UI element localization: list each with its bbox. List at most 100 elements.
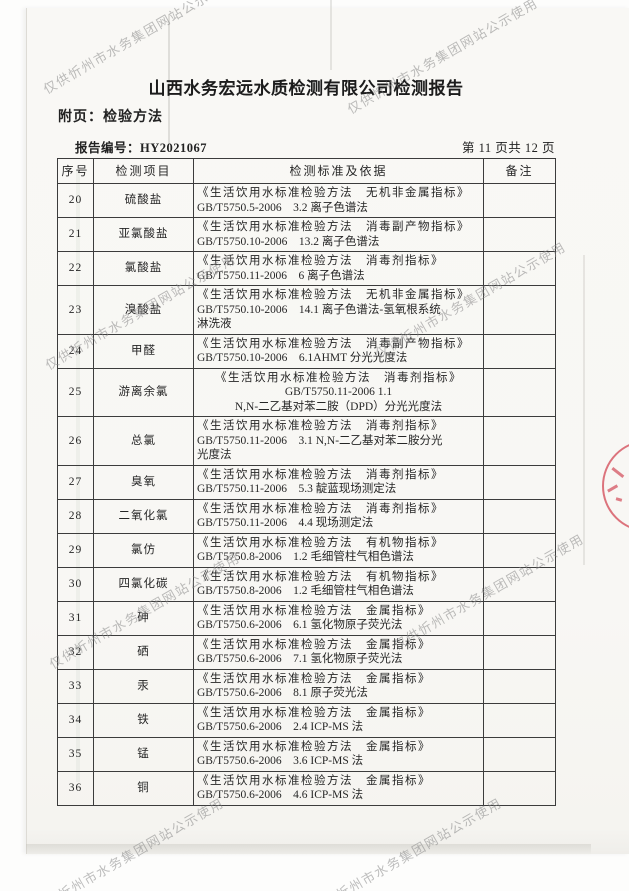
cell-index: 26 [57,416,94,466]
cell-note [483,770,556,806]
cell-index: 23 [57,285,94,335]
cell-item: 铁 [93,702,194,738]
cell-index: 28 [57,498,94,534]
cell-item: 汞 [93,668,194,704]
table-header-row: 序号 检测项目 检测标准及依据 备注 [57,158,556,184]
header-cell-item: 检测项目 [93,158,194,184]
table-row: 34 铁《生活饮用水标准检验方法 金属指标》 GB/T5750.6-2006 2.… [57,702,556,738]
cell-standard: 《生活饮用水标准检验方法 消毒副产物指标》 GB/T5750.10-2006 6… [193,333,484,369]
cell-item: 硫酸盐 [93,183,194,218]
cell-index: 24 [57,333,94,369]
table-row: 23 溴酸盐 《生活饮用水标准检验方法 无机非金属指标》 GB/T5750.10-2… [57,285,556,335]
cell-item: 砷 [93,600,194,636]
cell-index: 36 [57,770,94,806]
cell-note [483,566,556,602]
cell-item: 氯酸盐 [93,251,194,286]
cell-note [483,416,556,466]
cell-note [483,668,556,704]
cell-index: 32 [57,634,94,670]
cell-standard: 《生活饮用水标准检验方法 金属指标》 GB/T5750.6-2006 3.6 I… [193,736,484,772]
cell-standard: 《生活饮用水标准检验方法 无机非金属指标》 GB/T5750.5-2006 3.… [193,183,484,218]
cell-note [483,532,556,568]
cell-standard: 《生活饮用水标准检验方法 消毒剂指标》 GB/T5750.11-2006 4.4… [193,498,484,534]
cell-index: 29 [57,532,94,568]
table-row: 29 氯仿 《生活饮用水标准检验方法 有机物指标》 GB/T5750.8-2006 … [57,532,556,568]
cell-standard: 《生活饮用水标准检验方法 消毒剂指标》 GB/T5750.11-2006 5.3… [193,464,484,500]
table-row: 30 四氯化碳 《生活饮用水标准检验方法 有机物指标》 GB/T5750.8-200… [57,566,556,602]
page-indicator: 第 11 页共 12 页 [461,141,555,155]
cell-standard: 《生活饮用水标准检验方法 无机非金属指标》 GB/T5750.10-2006 1… [193,285,484,335]
cell-note [483,600,556,636]
cell-item: 铜 [93,770,194,806]
table-row: 24 甲醛 《生活饮用水标准检验方法 消毒副产物指标》 GB/T5750.10-20… [57,333,556,369]
table-row: 35 锰《生活饮用水标准检验方法 金属指标》 GB/T5750.6-2006 3.… [57,736,556,772]
header-cell-index: 序号 [57,158,94,184]
cell-standard: 《生活饮用水标准检验方法 消毒剂指标》 GB/T5750.11-2006 6 离… [193,251,484,286]
cell-note [483,333,556,369]
cell-index: 30 [57,566,94,602]
table-row: 21 亚氯酸盐 《生活饮用水标准检验方法 消毒副产物指标》 GB/T5750.10-… [57,217,556,252]
table-row: 20 硫酸盐 《生活饮用水标准检验方法 无机非金属指标》 GB/T5750.5-20… [57,183,556,218]
cell-item: 四氯化碳 [93,566,194,602]
table-row: 36 铜《生活饮用水标准检验方法 金属指标》 GB/T5750.6-2006 4.… [57,770,556,806]
cell-standard: 《生活饮用水标准检验方法 金属指标》 GB/T5750.6-2006 4.6 I… [193,770,484,806]
cell-item: 总氯 [93,416,194,466]
cell-standard: 《生活饮用水标准检验方法 金属指标》 GB/T5750.6-2006 2.4 I… [193,702,484,738]
cell-note [483,217,556,252]
methods-table-body: 20 硫酸盐 《生活饮用水标准检验方法 无机非金属指标》 GB/T5750.5-20… [57,183,556,806]
cell-standard: 《生活饮用水标准检验方法 消毒副产物指标》 GB/T5750.10-2006 1… [193,217,484,252]
table-row: 25 游离余氯 《生活饮用水标准检验方法 消毒剂指标》 GB/T5750.11-20… [57,367,556,417]
cell-item: 臭氧 [93,464,194,500]
cell-index: 25 [57,367,94,417]
cell-item: 氯仿 [93,532,194,568]
cell-standard: 《生活饮用水标准检验方法 金属指标》 GB/T5750.6-2006 7.1 氢… [193,634,484,670]
methods-table: 序号 检测项目 检测标准及依据 备注 20 硫酸盐 《生活饮用水标准检验方法 无机非… [57,158,556,806]
cell-item: 游离余氯 [93,367,194,417]
cell-standard: 《生活饮用水标准检验方法 金属指标》 GB/T5750.6-2006 8.1 原… [193,668,484,704]
cell-note [483,367,556,417]
cell-index: 34 [57,702,94,738]
cell-note [483,251,556,286]
cell-item: 甲醛 [93,333,194,369]
cell-note [483,702,556,738]
cell-index: 35 [57,736,94,772]
cell-note [483,285,556,335]
cell-note [483,183,556,218]
cell-standard: 《生活饮用水标准检验方法 金属指标》 GB/T5750.6-2006 6.1 氢… [193,600,484,636]
cell-standard: 《生活饮用水标准检验方法 有机物指标》 GB/T5750.8-2006 1.2 … [193,532,484,568]
cell-index: 27 [57,464,94,500]
cell-note [483,736,556,772]
cell-index: 21 [57,217,94,252]
table-row: 33 汞《生活饮用水标准检验方法 金属指标》 GB/T5750.6-2006 8.… [57,668,556,704]
cell-index: 31 [57,600,94,636]
cell-standard: 《生活饮用水标准检验方法 有机物指标》 GB/T5750.8-2006 1.2 … [193,566,484,602]
report-number-label: 报告编号： [75,141,141,155]
cell-item: 硒 [93,634,194,670]
cell-index: 22 [57,251,94,286]
cell-note [483,464,556,500]
cell-item: 溴酸盐 [93,285,194,335]
cell-standard: 《生活饮用水标准检验方法 消毒剂指标》 GB/T5750.11-2006 1.1… [193,367,484,417]
cell-item: 亚氯酸盐 [93,217,194,252]
cell-index: 20 [57,183,94,218]
cell-note [483,498,556,534]
table-row: 31 砷《生活饮用水标准检验方法 金属指标》 GB/T5750.6-2006 6.… [57,600,556,636]
report-meta-row: 报告编号：HY2021067 第 11 页共 12 页 [57,137,555,156]
cell-item: 二氧化氯 [93,498,194,534]
table-row: 22 氯酸盐 《生活饮用水标准检验方法 消毒剂指标》 GB/T5750.11-200… [57,251,556,286]
table-row: 27 臭氧 《生活饮用水标准检验方法 消毒剂指标》 GB/T5750.11-2006… [57,464,556,500]
cell-standard: 《生活饮用水标准检验方法 消毒剂指标》 GB/T5750.11-2006 3.1… [193,416,484,466]
report-number: 报告编号：HY2021067 [57,137,207,156]
cell-item: 锰 [93,736,194,772]
table-row: 26 总氯 《生活饮用水标准检验方法 消毒剂指标》 GB/T5750.11-2006… [57,416,556,466]
page-subtitle: 附页：检验方法 [58,110,163,125]
table-row: 32 硒《生活饮用水标准检验方法 金属指标》 GB/T5750.6-2006 7.… [57,634,556,670]
cell-index: 33 [57,668,94,704]
page-title: 山西水务宏远水质检测有限公司检测报告 [148,79,464,98]
table-row: 28 二氧化氯 《生活饮用水标准检验方法 消毒剂指标》 GB/T5750.11-20… [57,498,556,534]
header-cell-standard: 检测标准及依据 [193,158,484,184]
header-cell-note: 备注 [483,158,556,184]
cell-note [483,634,556,670]
report-number-value: HY2021067 [140,141,208,155]
